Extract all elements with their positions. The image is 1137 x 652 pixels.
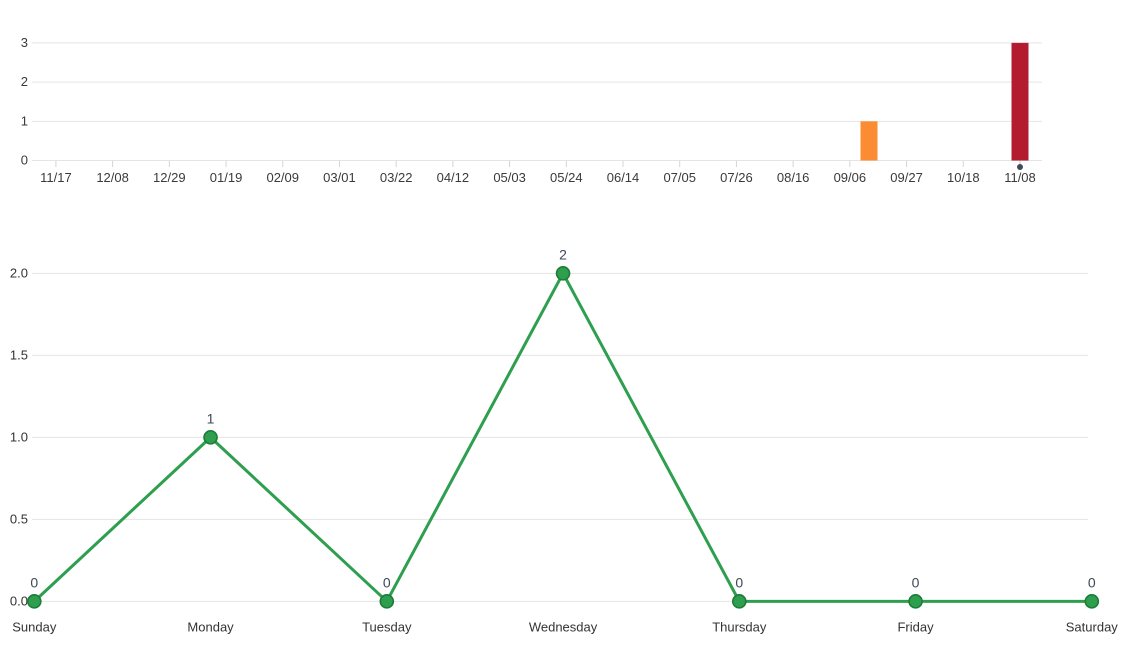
svg-text:11/08: 11/08 <box>1004 170 1036 185</box>
svg-text:1: 1 <box>207 410 215 426</box>
svg-text:Sunday: Sunday <box>12 619 57 634</box>
svg-text:0.0: 0.0 <box>10 593 28 608</box>
svg-text:05/03: 05/03 <box>493 170 526 185</box>
svg-text:Saturday: Saturday <box>1066 619 1119 634</box>
svg-text:08/16: 08/16 <box>777 170 810 185</box>
svg-text:04/12: 04/12 <box>437 170 470 185</box>
svg-text:0: 0 <box>735 574 743 590</box>
svg-text:3: 3 <box>21 35 28 50</box>
svg-text:0.5: 0.5 <box>10 511 28 526</box>
svg-text:0: 0 <box>21 153 28 168</box>
svg-text:1.5: 1.5 <box>10 347 28 362</box>
svg-text:09/27: 09/27 <box>890 170 923 185</box>
svg-text:1: 1 <box>21 113 28 128</box>
svg-text:07/26: 07/26 <box>720 170 753 185</box>
svg-text:03/22: 03/22 <box>380 170 413 185</box>
svg-text:07/05: 07/05 <box>663 170 696 185</box>
svg-text:0: 0 <box>912 574 920 590</box>
svg-text:2: 2 <box>559 246 567 262</box>
svg-text:05/24: 05/24 <box>550 170 583 185</box>
svg-text:1.0: 1.0 <box>10 429 28 444</box>
svg-text:Monday: Monday <box>187 619 234 634</box>
svg-text:0: 0 <box>383 574 391 590</box>
svg-text:11/17: 11/17 <box>40 170 72 185</box>
svg-text:06/14: 06/14 <box>607 170 640 185</box>
svg-text:2.0: 2.0 <box>10 265 28 280</box>
svg-text:03/01: 03/01 <box>323 170 356 185</box>
svg-text:Thursday: Thursday <box>712 619 767 634</box>
svg-text:Wednesday: Wednesday <box>529 619 598 634</box>
svg-text:Friday: Friday <box>897 619 934 634</box>
svg-text:Tuesday: Tuesday <box>362 619 412 634</box>
svg-text:10/18: 10/18 <box>947 170 980 185</box>
svg-text:02/09: 02/09 <box>266 170 299 185</box>
svg-text:09/06: 09/06 <box>834 170 867 185</box>
svg-text:01/19: 01/19 <box>210 170 243 185</box>
svg-text:2: 2 <box>21 74 28 89</box>
svg-text:0: 0 <box>1088 574 1096 590</box>
svg-text:0: 0 <box>30 574 38 590</box>
svg-text:12/08: 12/08 <box>96 170 129 185</box>
svg-text:12/29: 12/29 <box>153 170 186 185</box>
